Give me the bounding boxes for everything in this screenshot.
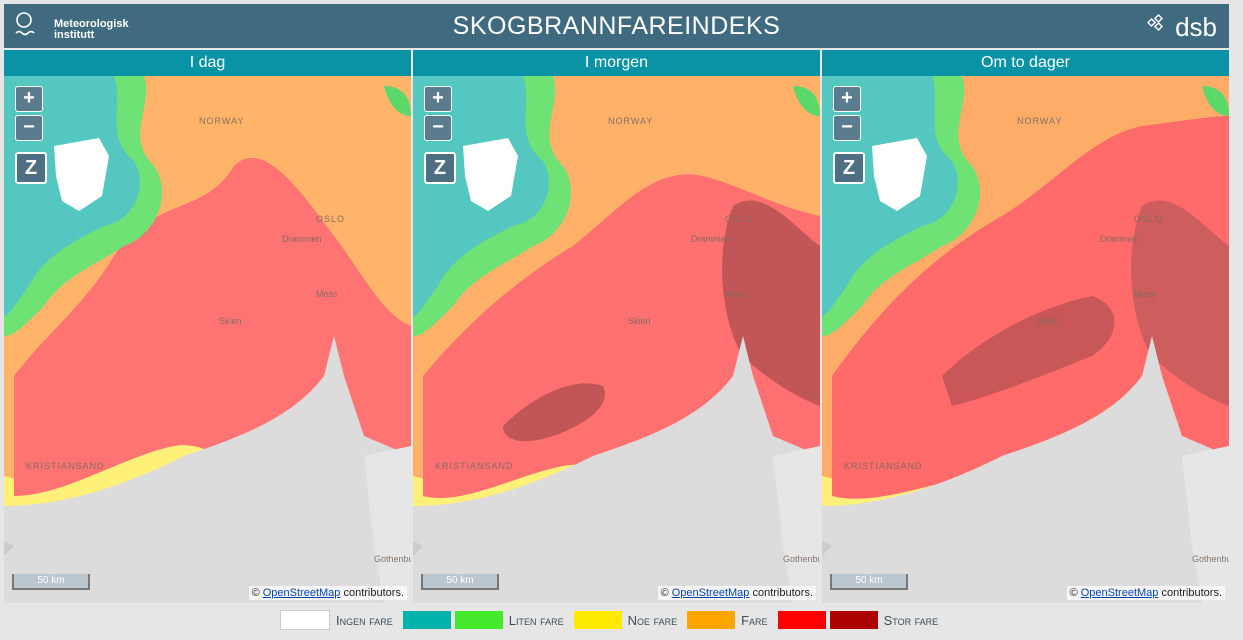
panel-title: I dag [4, 50, 411, 76]
forecast-map[interactable]: + − Z NORWAY OSLO Drammen Moss Skien KRI… [822, 76, 1229, 603]
map-label-skien: Skien [628, 316, 651, 326]
map-label-oslo: OSLO [725, 214, 755, 224]
legend-swatch [454, 611, 503, 629]
map-label-kristiansand: KRISTIANSAND [844, 461, 923, 471]
zoom-out-button[interactable]: − [15, 115, 43, 141]
map-label-norway: NORWAY [1017, 116, 1063, 126]
osm-link[interactable]: OpenStreetMap [1080, 587, 1159, 599]
map-panel: I morgen + − Z NORWAY OSLO [413, 50, 820, 603]
met-logo-icon [15, 12, 35, 36]
attribution-suffix: contributors. [752, 587, 813, 599]
map-label-moss: Moss [725, 289, 747, 299]
attribution: © OpenStreetMap contributors. [1066, 586, 1225, 600]
scale-bar: 50 km [421, 574, 499, 590]
zoom-out-button[interactable]: − [833, 115, 861, 141]
map-label-oslo: OSLO [316, 214, 346, 224]
map-label-skien: Skien [219, 316, 242, 326]
z-button[interactable]: Z [15, 152, 47, 184]
legend-label: Liten fare [508, 612, 564, 628]
z-button[interactable]: Z [833, 152, 865, 184]
map-label-drammen: Drammen [282, 234, 322, 244]
zoom-in-button[interactable]: + [424, 86, 452, 112]
legend-swatch [829, 611, 878, 629]
legend-swatch [573, 611, 622, 629]
met-logo: Meteorologisk institutt [14, 11, 134, 43]
attribution: © OpenStreetMap contributors. [657, 586, 816, 600]
page-title: SKOGBRANNFAREINDEKS [452, 12, 781, 40]
legend: Ingen fare Liten fare Noe fare Fare Stor far… [280, 610, 948, 630]
osm-link[interactable]: OpenStreetMap [671, 587, 750, 599]
attribution-suffix: contributors. [343, 587, 404, 599]
legend-swatch [687, 611, 736, 629]
logo-line2: institutt [54, 29, 95, 41]
map-label-skien: Skien [1037, 316, 1060, 326]
panel-title: Om to dager [822, 50, 1229, 76]
panel-title: I morgen [413, 50, 820, 76]
dsb-logo-icon [1147, 13, 1164, 32]
attribution-prefix: © [251, 587, 260, 599]
scale-bar: 50 km [830, 574, 908, 590]
osm-link[interactable]: OpenStreetMap [262, 587, 341, 599]
attribution-prefix: © [1069, 587, 1078, 599]
z-button[interactable]: Z [424, 152, 456, 184]
legend-swatch [280, 610, 330, 630]
map-label-oslo: OSLO [1134, 214, 1164, 224]
legend-label: Stor fare [883, 612, 939, 628]
legend-label: Ingen fare [336, 612, 393, 628]
map-label-drammen: Drammen [691, 234, 731, 244]
map-label-norway: NORWAY [199, 116, 245, 126]
zoom-in-button[interactable]: + [833, 86, 861, 112]
map-label-norway: NORWAY [608, 116, 654, 126]
map-label-gothenburg: Gothenburg [374, 554, 411, 564]
legend-swatch [402, 611, 451, 629]
map-label-kristiansand: KRISTIANSAND [26, 461, 105, 471]
logo-line1: Meteorologisk [54, 18, 129, 30]
legend-label: Fare [741, 612, 768, 628]
map-label-moss: Moss [316, 289, 338, 299]
map-label-drammen: Drammen [1100, 234, 1140, 244]
zoom-in-button[interactable]: + [15, 86, 43, 112]
attribution-prefix: © [660, 587, 669, 599]
forecast-map[interactable]: + − Z NORWAY OSLO Drammen Moss Skien KRI… [413, 76, 820, 603]
legend-label: Noe fare [627, 612, 678, 628]
dsb-logo-text: dsb [1175, 12, 1217, 42]
map-panel: Om to dager + − Z NORWAY OSLO [822, 50, 1229, 603]
attribution: © OpenStreetMap contributors. [248, 586, 407, 600]
forecast-map[interactable]: + − Z NORWAY OSLO Drammen Moss Skien KRI… [4, 76, 411, 603]
zoom-out-button[interactable]: − [424, 115, 452, 141]
map-label-gothenburg: Gothenburg [783, 554, 820, 564]
attribution-suffix: contributors. [1161, 587, 1222, 599]
map-panel: I dag + − Z NORWAY OSLO Dr [4, 50, 411, 603]
legend-swatch [777, 611, 826, 629]
app-header: Meteorologisk institutt SKOGBRANNFAREIND… [4, 4, 1229, 48]
map-label-moss: Moss [1134, 289, 1156, 299]
scale-bar: 50 km [12, 574, 90, 590]
map-label-gothenburg: Gothenburg [1192, 554, 1229, 564]
map-label-kristiansand: KRISTIANSAND [435, 461, 514, 471]
